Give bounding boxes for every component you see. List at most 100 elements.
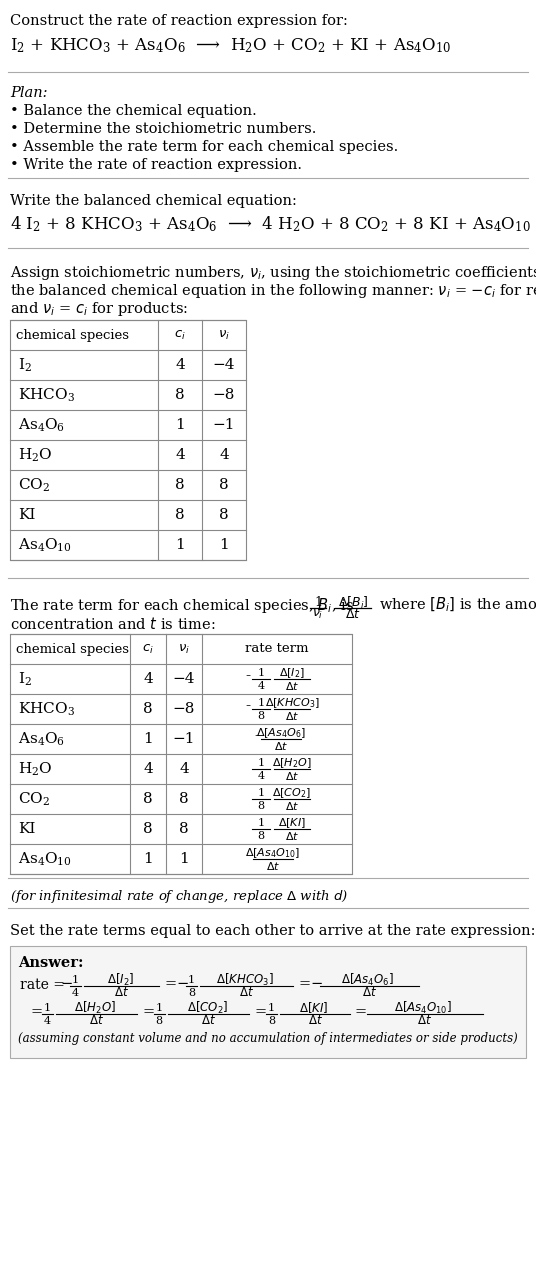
Text: $\mathregular{CO_2}$: $\mathregular{CO_2}$ (18, 476, 50, 493)
Text: 1: 1 (143, 852, 153, 866)
Text: chemical species: chemical species (16, 642, 129, 655)
Text: −: − (176, 977, 189, 991)
Text: 8: 8 (143, 793, 153, 806)
Text: $\Delta[As_4O_6]$: $\Delta[As_4O_6]$ (256, 726, 306, 740)
Text: 4: 4 (219, 448, 229, 462)
Text: $\Delta t$: $\Delta t$ (362, 987, 377, 1000)
Text: $\Delta t$: $\Delta t$ (202, 1015, 217, 1027)
Text: $\Delta[I_2]$: $\Delta[I_2]$ (107, 972, 134, 988)
Text: The rate term for each chemical species, $B_i$, is: The rate term for each chemical species,… (10, 596, 354, 615)
Text: $\Delta[CO_2]$: $\Delta[CO_2]$ (272, 786, 311, 800)
Text: 8: 8 (257, 711, 265, 721)
Text: $\Delta[KI]$: $\Delta[KI]$ (299, 1001, 329, 1016)
Text: $\mathit{\nu_i}$: $\mathit{\nu_i}$ (178, 642, 190, 655)
Text: Plan:: Plan: (10, 86, 48, 100)
Text: =: = (255, 1005, 266, 1018)
Text: 1: 1 (219, 538, 229, 551)
Text: =: = (165, 977, 176, 991)
Text: 8: 8 (268, 1016, 275, 1026)
Text: −8: −8 (213, 387, 235, 403)
Text: 4: 4 (257, 771, 265, 781)
Text: $\Delta t$: $\Delta t$ (114, 987, 129, 1000)
Text: 4 $\mathregular{I_2}$ + 8 $\mathregular{KHCO_3}$ + $\mathregular{As_4O_6}$  ⟶  4: 4 $\mathregular{I_2}$ + 8 $\mathregular{… (10, 215, 531, 233)
Text: −1: −1 (173, 732, 195, 746)
Text: =: = (355, 1005, 367, 1018)
Text: $\Delta[KHCO_3]$: $\Delta[KHCO_3]$ (217, 972, 274, 988)
Text: $\Delta t$: $\Delta t$ (308, 1015, 323, 1027)
Text: $\Delta[As_4O_6]$: $\Delta[As_4O_6]$ (341, 972, 394, 988)
Text: 4: 4 (143, 671, 153, 687)
Bar (10, 946, 526, 1058)
Text: 1: 1 (179, 852, 189, 866)
Text: the balanced chemical equation in the following manner: $\mathit{\nu_i}$ = $-\ma: the balanced chemical equation in the fo… (10, 281, 536, 300)
Text: $\mathregular{As_4O_6}$: $\mathregular{As_4O_6}$ (18, 731, 65, 747)
Text: =: = (142, 1005, 154, 1018)
Text: (for infinitesimal rate of change, replace $\Delta$ with $d$): (for infinitesimal rate of change, repla… (10, 888, 348, 905)
Text: $\mathregular{As_4O_{10}}$: $\mathregular{As_4O_{10}}$ (18, 851, 72, 868)
Text: 1: 1 (257, 787, 265, 798)
Text: $\Delta[As_4O_{10}]$: $\Delta[As_4O_{10}]$ (245, 846, 301, 859)
Text: KI: KI (18, 509, 35, 522)
Text: • Write the rate of reaction expression.: • Write the rate of reaction expression. (10, 158, 302, 172)
Text: $\Delta t$: $\Delta t$ (285, 770, 299, 782)
Bar (10, 321, 246, 560)
Text: Write the balanced chemical equation:: Write the balanced chemical equation: (10, 194, 297, 208)
Text: 4: 4 (143, 762, 153, 776)
Text: Set the rate terms equal to each other to arrive at the rate expression:: Set the rate terms equal to each other t… (10, 924, 535, 938)
Text: • Balance the chemical equation.: • Balance the chemical equation. (10, 103, 257, 119)
Text: 8: 8 (188, 988, 195, 998)
Text: 1: 1 (257, 758, 265, 769)
Text: 1: 1 (188, 976, 195, 986)
Text: $\mathregular{As_4O_{10}}$: $\mathregular{As_4O_{10}}$ (18, 536, 72, 554)
Text: concentration and $t$ is time:: concentration and $t$ is time: (10, 616, 215, 632)
Text: $\mathregular{I_2}$: $\mathregular{I_2}$ (18, 670, 32, 688)
Text: −: − (310, 977, 323, 991)
Text: $\mathregular{H_2O}$: $\mathregular{H_2O}$ (18, 447, 53, 463)
Text: $\mathregular{KHCO_3}$: $\mathregular{KHCO_3}$ (18, 386, 75, 404)
Bar (10, 634, 352, 875)
Text: chemical species: chemical species (16, 328, 129, 342)
Text: $\Delta t$: $\Delta t$ (239, 987, 254, 1000)
Text: Answer:: Answer: (18, 957, 84, 970)
Text: 8: 8 (219, 509, 229, 522)
Text: 4: 4 (71, 988, 79, 998)
Text: 8: 8 (143, 702, 153, 716)
Text: $\Delta[KI]$: $\Delta[KI]$ (278, 817, 306, 830)
Text: −4: −4 (213, 358, 235, 372)
Text: KI: KI (18, 822, 35, 835)
Text: rate term: rate term (245, 642, 309, 655)
Text: 1: 1 (175, 418, 185, 432)
Text: $\Delta[H_2O]$: $\Delta[H_2O]$ (272, 756, 312, 770)
Text: −4: −4 (173, 671, 195, 687)
Text: $\Delta[H_2O]$: $\Delta[H_2O]$ (75, 1000, 116, 1016)
Text: $\Delta[As_4O_{10}]$: $\Delta[As_4O_{10}]$ (394, 1000, 452, 1016)
Text: $\Delta t$: $\Delta t$ (285, 830, 299, 842)
Text: Assign stoichiometric numbers, $\mathit{\nu_i}$, using the stoichiometric coeffi: Assign stoichiometric numbers, $\mathit{… (10, 264, 536, 281)
Text: (assuming constant volume and no accumulation of intermediates or side products): (assuming constant volume and no accumul… (18, 1032, 518, 1045)
Text: 8: 8 (143, 822, 153, 835)
Text: $\mathit{c_i}$: $\mathit{c_i}$ (142, 642, 154, 655)
Text: 8: 8 (155, 1016, 163, 1026)
Text: 4: 4 (43, 1016, 50, 1026)
Text: $\Delta t$: $\Delta t$ (89, 1015, 104, 1027)
Text: • Assemble the rate term for each chemical species.: • Assemble the rate term for each chemic… (10, 140, 398, 154)
Text: $\Delta[CO_2]$: $\Delta[CO_2]$ (187, 1000, 228, 1016)
Text: rate =: rate = (20, 978, 69, 992)
Text: $\mathit{c_i}$: $\mathit{c_i}$ (174, 328, 186, 342)
Text: $\mathregular{H_2O}$: $\mathregular{H_2O}$ (18, 760, 53, 777)
Text: $\Delta[I_2]$: $\Delta[I_2]$ (279, 666, 305, 680)
Text: −1: −1 (213, 418, 235, 432)
Text: 1: 1 (268, 1003, 275, 1013)
Text: −: − (60, 977, 72, 991)
Text: -: - (255, 729, 259, 743)
Text: 8: 8 (175, 509, 185, 522)
Text: -: - (245, 669, 250, 683)
Text: 1: 1 (257, 818, 265, 828)
Text: 1: 1 (257, 698, 265, 708)
Text: 8: 8 (179, 793, 189, 806)
Text: Construct the rate of reaction expression for:: Construct the rate of reaction expressio… (10, 14, 348, 28)
Text: −8: −8 (173, 702, 195, 716)
Text: $\mathregular{CO_2}$: $\mathregular{CO_2}$ (18, 790, 50, 808)
Text: 4: 4 (257, 681, 265, 692)
Text: $\Delta t$: $\Delta t$ (418, 1015, 433, 1027)
